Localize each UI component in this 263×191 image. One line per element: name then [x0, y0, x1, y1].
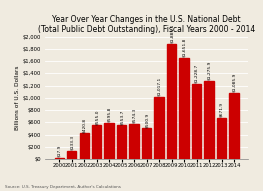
Bar: [54, 158, 64, 159]
Bar: [104, 123, 114, 159]
Bar: [167, 44, 176, 159]
Text: $1,085.9: $1,085.9: [232, 72, 236, 92]
Bar: [79, 133, 89, 159]
Y-axis label: Billions of U.S. Dollars: Billions of U.S. Dollars: [15, 66, 20, 130]
Bar: [117, 125, 126, 159]
Text: $555.0: $555.0: [95, 109, 99, 125]
Text: $574.3: $574.3: [132, 108, 136, 123]
Text: $671.9: $671.9: [220, 102, 224, 117]
Text: $133.3: $133.3: [70, 135, 74, 150]
Text: $1,017.1: $1,017.1: [157, 77, 161, 96]
Bar: [129, 124, 139, 159]
Bar: [204, 81, 214, 159]
Bar: [217, 118, 226, 159]
Text: $1,228.7: $1,228.7: [195, 64, 199, 83]
Bar: [154, 97, 164, 159]
Text: Source: U.S. Treasury Department, Author's Calculations: Source: U.S. Treasury Department, Author…: [5, 185, 121, 189]
Bar: [229, 93, 239, 159]
Text: $500.9: $500.9: [145, 113, 149, 128]
Text: $595.8: $595.8: [107, 107, 111, 122]
Bar: [92, 125, 101, 159]
Title: Year Over Year Changes in the U.S. National Debt
(Total Public Debt Outstanding): Year Over Year Changes in the U.S. Natio…: [38, 15, 255, 34]
Bar: [142, 129, 151, 159]
Text: $420.8: $420.8: [82, 118, 86, 133]
Bar: [67, 151, 76, 159]
Text: $1,885.1: $1,885.1: [170, 23, 174, 43]
Text: $1,651.8: $1,651.8: [182, 38, 186, 57]
Text: $1,275.9: $1,275.9: [207, 61, 211, 80]
Bar: [192, 84, 201, 159]
Text: $17.9: $17.9: [57, 145, 61, 158]
Text: $553.7: $553.7: [120, 109, 124, 125]
Bar: [179, 58, 189, 159]
